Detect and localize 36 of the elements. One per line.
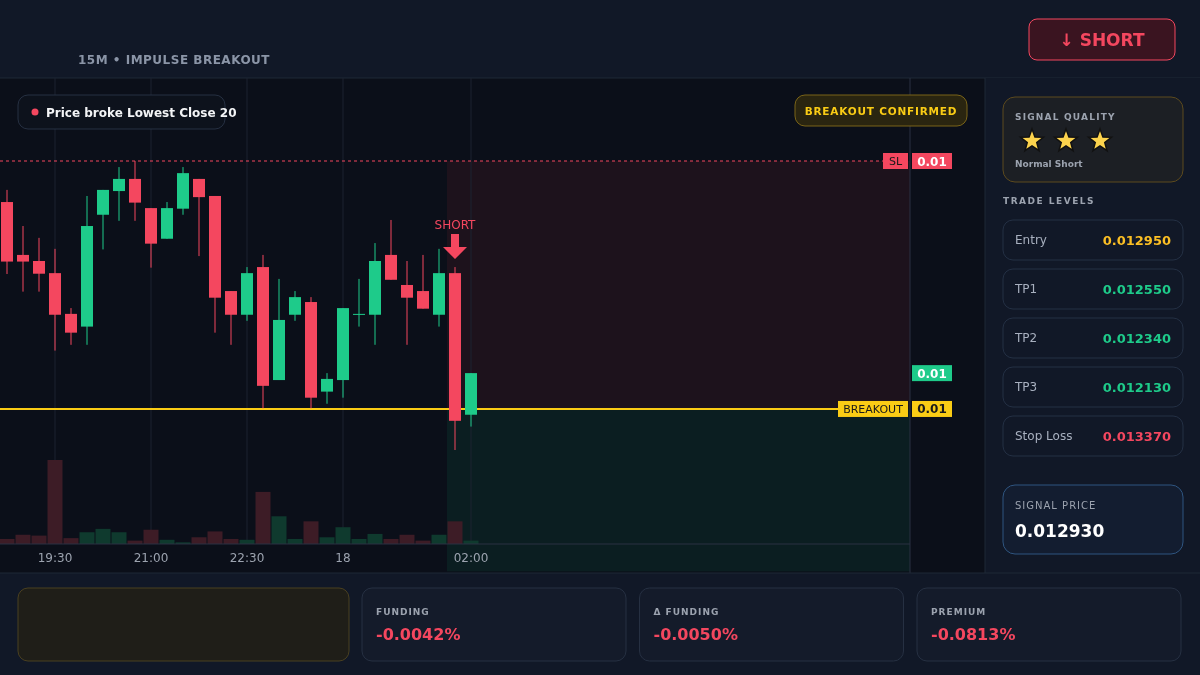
chart-subtitle: 15M • IMPULSE BREAKOUT (78, 53, 271, 67)
text: SIGNAL QUALITY (1015, 112, 1116, 122)
text: 0.01 (917, 402, 947, 417)
category-label: PREMIUM (931, 607, 987, 617)
category-label: TP1 (1014, 282, 1038, 296)
category-label: Entry (1015, 233, 1047, 247)
text: 0.012130 (1102, 380, 1171, 395)
category-label: TP3 (1014, 380, 1038, 394)
category-label: FUNDING (376, 607, 430, 617)
category-label: Stop Loss (1015, 429, 1073, 443)
x-tick-label: 02:00 (453, 551, 489, 565)
text: ↓ SHORT (1059, 30, 1145, 50)
text: -0.0813% (931, 625, 1016, 644)
text: 0.012550 (1102, 282, 1171, 297)
ref-line-label: BREAKOUT (843, 402, 904, 416)
text: 0.012930 (1015, 521, 1105, 541)
text: 0.013370 (1102, 429, 1171, 444)
category-label: TP2 (1014, 331, 1038, 345)
text: TRADE LEVELS (1003, 196, 1095, 206)
x-tick-label: 22:30 (229, 551, 265, 565)
x-tick-label: 21:00 (133, 551, 169, 565)
x-tick-label: 18 (335, 551, 351, 565)
text: BREAKOUT CONFIRMED (804, 105, 958, 117)
text: 0.012950 (1102, 233, 1171, 248)
category-label: Δ FUNDING (653, 607, 720, 617)
text: -0.0050% (653, 625, 738, 644)
text: 0.01 (917, 366, 947, 381)
x-tick-label: 19:30 (37, 551, 73, 565)
ref-line-label: SL (888, 155, 903, 168)
text: -0.0042% (376, 625, 461, 644)
annotation: SHORT (434, 218, 477, 233)
text: 0.01 (917, 154, 947, 169)
text: Price broke Lowest Close 20 (46, 105, 237, 120)
text: 0.012340 (1102, 331, 1171, 346)
text: SIGNAL PRICE (1015, 500, 1097, 511)
text: Normal Short (1015, 159, 1084, 169)
